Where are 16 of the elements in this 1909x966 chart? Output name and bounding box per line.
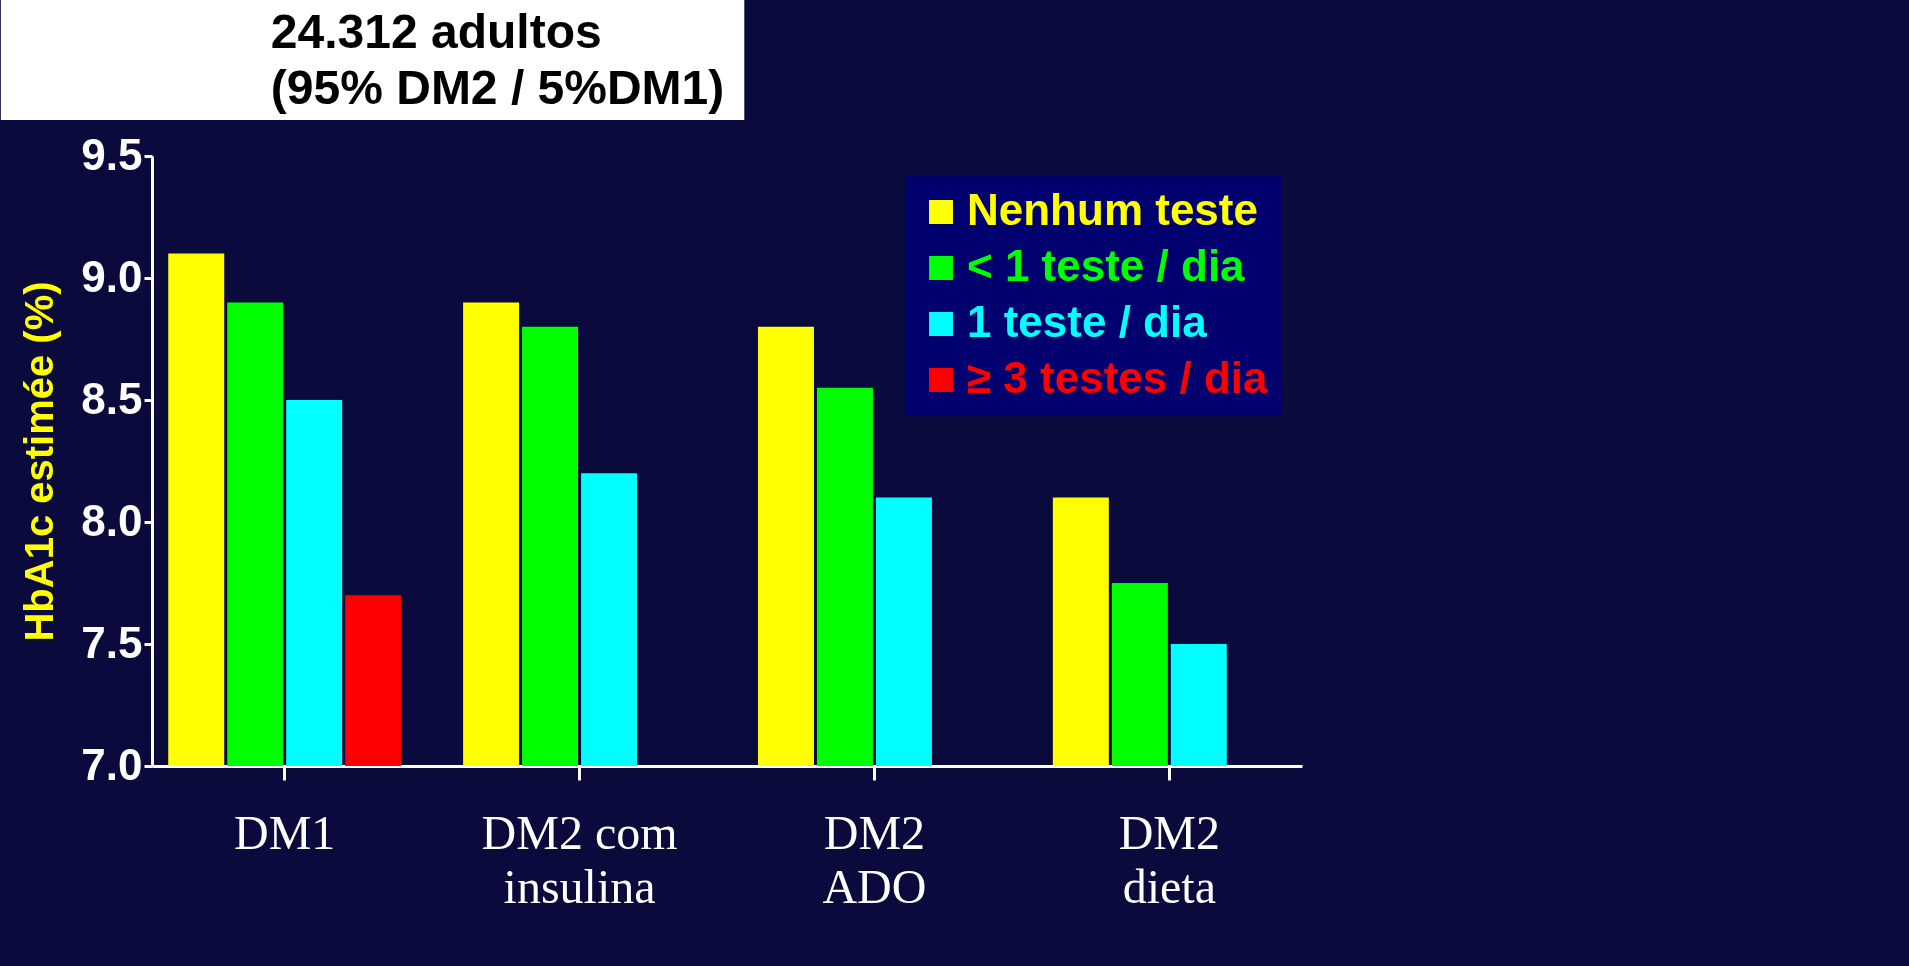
y-tick-label: 9.0: [81, 251, 143, 301]
x-tick-label: DM2 com insulina: [481, 805, 678, 913]
chart-title: 24.312 adultos (95% DM2 / 5%DM1): [270, 5, 725, 114]
y-tick-label: 8.5: [81, 373, 143, 423]
x-tick-label: DM1: [234, 805, 336, 859]
y-tick-label: 7.0: [81, 739, 143, 789]
legend-label: < 1 teste / dia: [967, 241, 1246, 290]
y-tick-label: 9.5: [81, 129, 143, 179]
y-tick-label: 8.0: [81, 495, 143, 545]
legend-label: Nenhum teste: [967, 185, 1258, 234]
legend-label: 1 teste / dia: [967, 297, 1208, 346]
legend-label: ≥ 3 testes / dia: [967, 353, 1269, 402]
x-tick-label: DM2 dieta: [1118, 805, 1220, 913]
y-tick-label: 7.5: [81, 617, 143, 667]
y-axis-title: HbA1c estimée (%): [17, 281, 62, 642]
x-tick-label: DM2 ADO: [822, 805, 927, 913]
